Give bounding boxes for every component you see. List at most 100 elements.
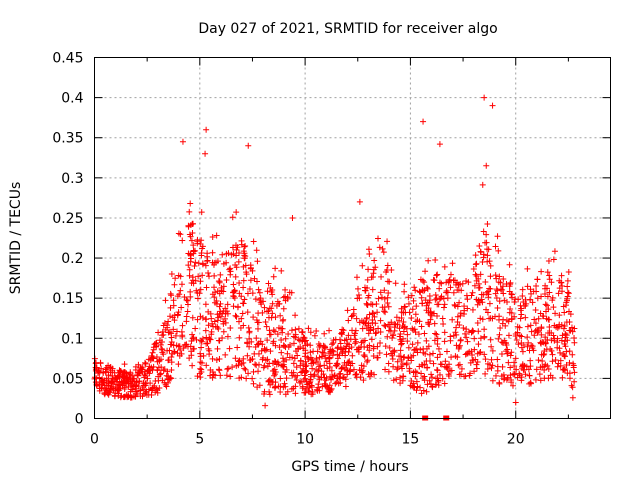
data-point (378, 273, 385, 280)
data-point (117, 394, 124, 401)
data-point (425, 257, 432, 264)
data-point (564, 277, 571, 284)
data-point (427, 309, 434, 316)
data-point (328, 385, 335, 392)
data-point (263, 346, 270, 353)
data-point (409, 325, 416, 332)
data-point (277, 312, 284, 319)
data-point (342, 366, 349, 373)
data-point (431, 320, 438, 327)
data-point (535, 357, 542, 364)
data-point (463, 326, 470, 333)
data-point (318, 374, 325, 381)
data-point (255, 361, 262, 368)
data-point (557, 357, 564, 364)
data-point (462, 330, 469, 337)
data-point (571, 378, 578, 385)
data-point (561, 322, 568, 329)
data-point (170, 326, 177, 333)
data-point (203, 362, 210, 369)
x-tick-label: 15 (402, 432, 420, 448)
data-point (280, 305, 287, 312)
data-point (109, 372, 116, 379)
data-point (277, 375, 284, 382)
data-point (518, 333, 525, 340)
data-point (220, 308, 227, 315)
data-point (470, 265, 477, 272)
data-point (234, 304, 241, 311)
data-point (183, 296, 190, 303)
data-point (480, 254, 487, 261)
data-point (269, 286, 276, 293)
data-point (199, 272, 206, 279)
data-point (247, 277, 254, 284)
data-point (439, 375, 446, 382)
data-point (215, 366, 222, 373)
data-point (522, 371, 529, 378)
data-point (302, 350, 309, 357)
data-point (397, 336, 404, 343)
data-point (310, 372, 317, 379)
data-point (564, 283, 571, 290)
data-point (278, 336, 285, 343)
data-point (255, 350, 262, 357)
data-point (115, 390, 122, 397)
data-point (187, 233, 194, 240)
data-point (220, 318, 227, 325)
data-point (347, 336, 354, 343)
data-point (478, 296, 485, 303)
data-point (170, 342, 177, 349)
data-point (479, 258, 486, 265)
data-point (545, 306, 552, 313)
data-point (243, 375, 250, 382)
data-point (184, 297, 191, 304)
data-point (363, 325, 370, 332)
data-point (535, 315, 542, 322)
data-point (557, 349, 564, 356)
data-point (323, 375, 330, 382)
data-point (543, 315, 550, 322)
data-point (227, 373, 234, 380)
data-point (252, 361, 259, 368)
data-point (507, 364, 514, 371)
data-point (232, 355, 239, 362)
data-point (187, 258, 194, 265)
data-point (328, 341, 335, 348)
data-point (368, 274, 375, 281)
data-point (142, 359, 149, 366)
data-point (198, 209, 205, 216)
data-point (157, 341, 164, 348)
data-point (290, 360, 297, 367)
data-point (366, 311, 373, 318)
data-point (440, 295, 447, 302)
data-point (240, 359, 247, 366)
data-point (216, 303, 223, 310)
data-point (531, 316, 538, 323)
data-point (155, 377, 162, 384)
data-point (271, 384, 278, 391)
data-point (535, 327, 542, 334)
data-point (319, 349, 326, 356)
data-point (381, 287, 388, 294)
data-point (423, 337, 430, 344)
data-point (255, 286, 262, 293)
data-point (554, 363, 561, 370)
data-point (175, 272, 182, 279)
data-point (292, 312, 299, 319)
data-point (283, 366, 290, 373)
data-point (358, 339, 365, 346)
data-point (401, 354, 408, 361)
data-point (232, 273, 239, 280)
data-point (250, 380, 257, 387)
data-point (307, 342, 314, 349)
data-point (262, 402, 269, 409)
data-point (522, 314, 529, 321)
data-point (301, 353, 308, 360)
data-point (560, 325, 567, 332)
data-point (552, 357, 559, 364)
data-point (142, 360, 149, 367)
data-point (409, 341, 416, 348)
data-point (478, 291, 485, 298)
data-point (240, 277, 247, 284)
data-point (170, 302, 177, 309)
